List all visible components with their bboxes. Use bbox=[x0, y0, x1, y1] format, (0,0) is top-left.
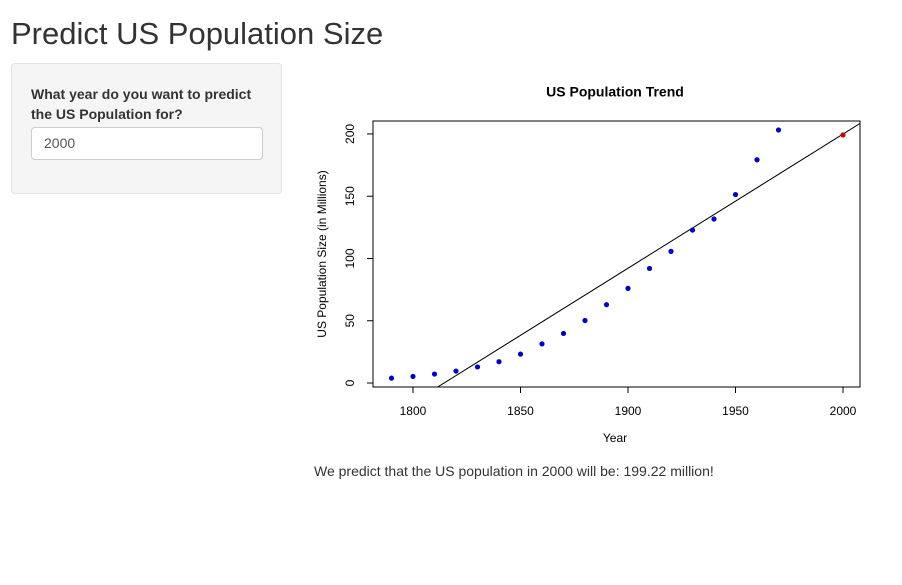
x-tick-label: 1800 bbox=[400, 404, 427, 418]
data-point bbox=[410, 373, 416, 380]
data-point bbox=[431, 371, 438, 377]
plot-frame bbox=[372, 120, 861, 388]
data-point bbox=[517, 351, 524, 357]
x-tick-label: 2000 bbox=[830, 404, 857, 418]
data-point bbox=[582, 317, 588, 324]
y-tick-label: 150 bbox=[343, 186, 357, 206]
data-point bbox=[775, 127, 782, 133]
data-point bbox=[711, 216, 717, 222]
data-point bbox=[754, 157, 760, 163]
chart-title: US Population Trend bbox=[546, 84, 684, 100]
trend-line bbox=[436, 122, 860, 387]
y-tick-label: 200 bbox=[343, 124, 357, 144]
y-tick-label: 50 bbox=[343, 314, 357, 328]
data-point bbox=[646, 265, 653, 272]
sidebar: What year do you want to predict the US … bbox=[11, 63, 282, 194]
y-axis-label: US Population Size (in Millions) bbox=[315, 170, 329, 337]
x-tick-label: 1900 bbox=[615, 404, 642, 418]
data-point bbox=[840, 132, 846, 138]
prediction-text: We predict that the US population in 200… bbox=[314, 463, 714, 479]
data-point bbox=[496, 359, 502, 365]
x-axis-label: Year bbox=[603, 431, 627, 445]
page-title: Predict US Population Size bbox=[11, 16, 384, 51]
data-point bbox=[603, 302, 610, 308]
data-point bbox=[539, 341, 545, 347]
data-point bbox=[668, 248, 674, 254]
data-point bbox=[689, 227, 696, 233]
data-point bbox=[388, 375, 395, 381]
y-tick-label: 0 bbox=[343, 379, 357, 386]
x-tick-label: 1950 bbox=[722, 404, 749, 418]
data-point bbox=[732, 191, 739, 198]
data-point bbox=[474, 364, 481, 370]
x-tick-label: 1850 bbox=[507, 404, 534, 418]
data-point bbox=[560, 330, 567, 337]
data-point bbox=[453, 368, 459, 374]
input-label: What year do you want to predict the US … bbox=[31, 86, 252, 122]
year-input[interactable]: 2000 bbox=[31, 127, 263, 160]
y-tick-label: 100 bbox=[343, 248, 357, 268]
data-point bbox=[625, 285, 631, 291]
